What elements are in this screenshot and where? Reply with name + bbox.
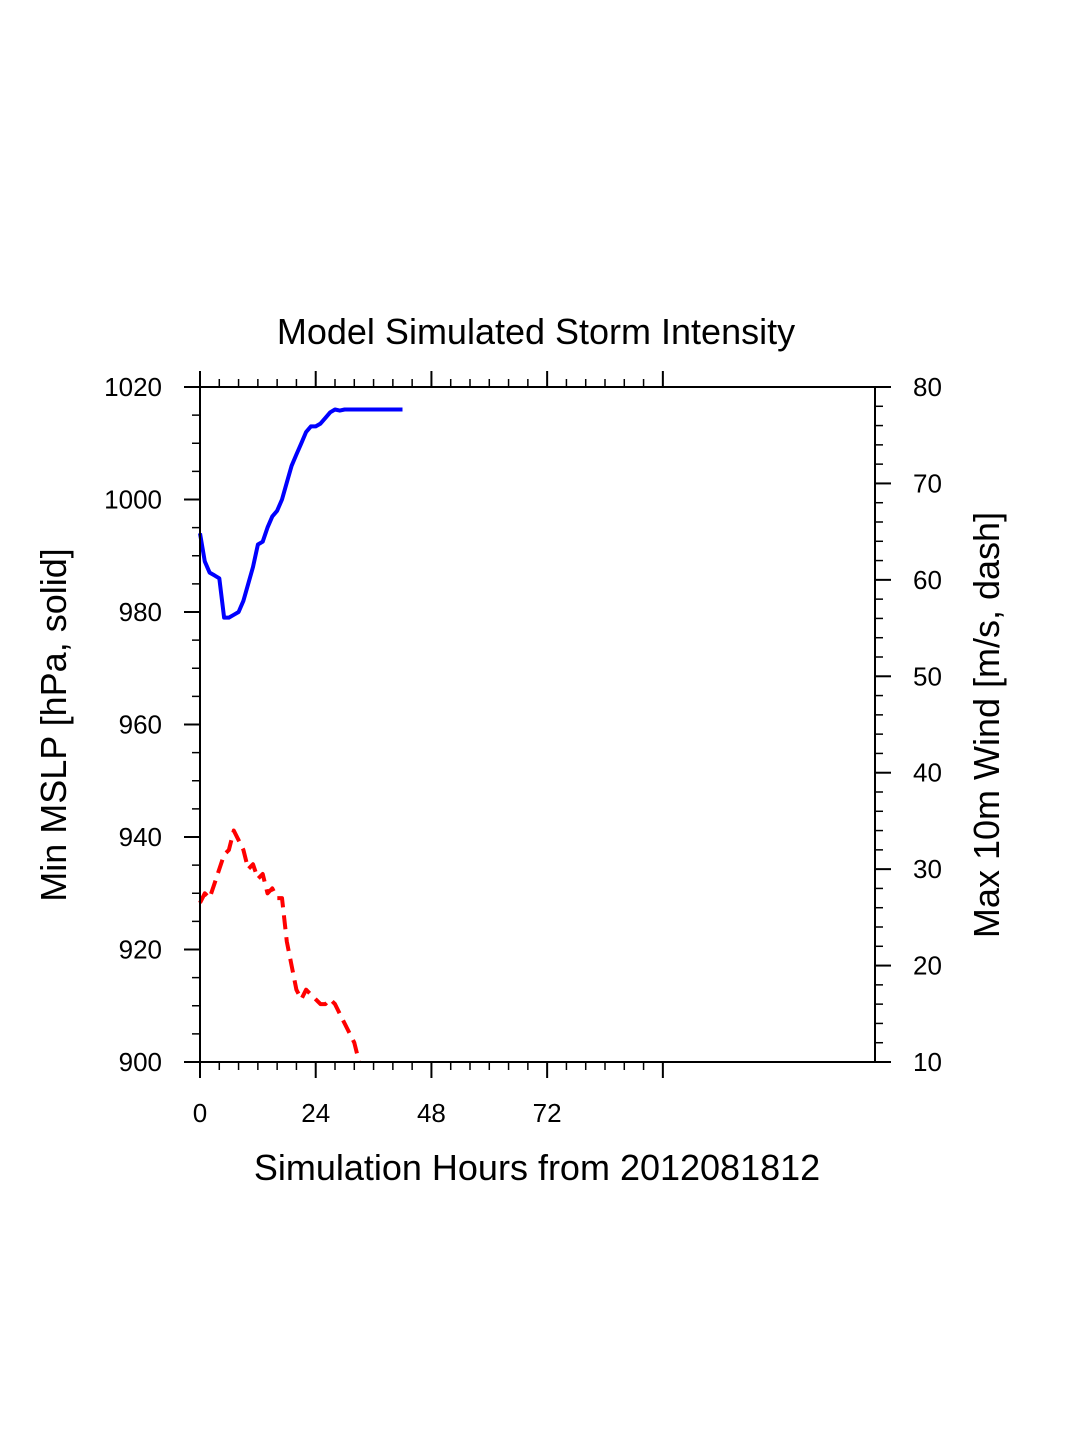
right-y-tick-label: 20 <box>913 951 942 981</box>
x-tick-label: 48 <box>417 1098 446 1128</box>
x-tick-label: 72 <box>533 1098 562 1128</box>
left-y-tick-label: 980 <box>119 597 162 627</box>
x-axis-label: Simulation Hours from 2012081812 <box>254 1147 820 1188</box>
right-y-axis-label: Max 10m Wind [m/s, dash] <box>966 512 1007 938</box>
left-y-tick-label: 1020 <box>104 372 162 402</box>
series-lines <box>198 407 403 1063</box>
chart-title: Model Simulated Storm Intensity <box>277 311 795 352</box>
x-tick-label: 24 <box>301 1098 330 1128</box>
left-y-tick-label: 960 <box>119 710 162 740</box>
x-tick-label: 0 <box>193 1098 207 1128</box>
left-y-tick-label: 920 <box>119 935 162 965</box>
left-y-tick-label: 900 <box>119 1047 162 1077</box>
left-y-tick-label: 1000 <box>104 485 162 515</box>
right-y-tick-label: 50 <box>913 661 942 691</box>
left-y-tick-label: 940 <box>119 822 162 852</box>
right-y-tick-label: 10 <box>913 1047 942 1077</box>
right-y-tick-label: 40 <box>913 758 942 788</box>
right-y-tick-label: 70 <box>913 468 942 498</box>
left-y-axis-label: Min MSLP [hPa, solid] <box>33 548 74 902</box>
min-mslp-series-line <box>198 407 403 620</box>
right-y-tick-label: 60 <box>913 565 942 595</box>
plot-frame <box>199 386 876 1063</box>
max-wind-series-line <box>198 828 362 1063</box>
axis-ticks <box>184 371 891 1078</box>
right-y-tick-label: 80 <box>913 372 942 402</box>
right-y-tick-label: 30 <box>913 854 942 884</box>
tick-labels: 0 24 48 72900920940960980100010201020304050… <box>104 372 942 1128</box>
